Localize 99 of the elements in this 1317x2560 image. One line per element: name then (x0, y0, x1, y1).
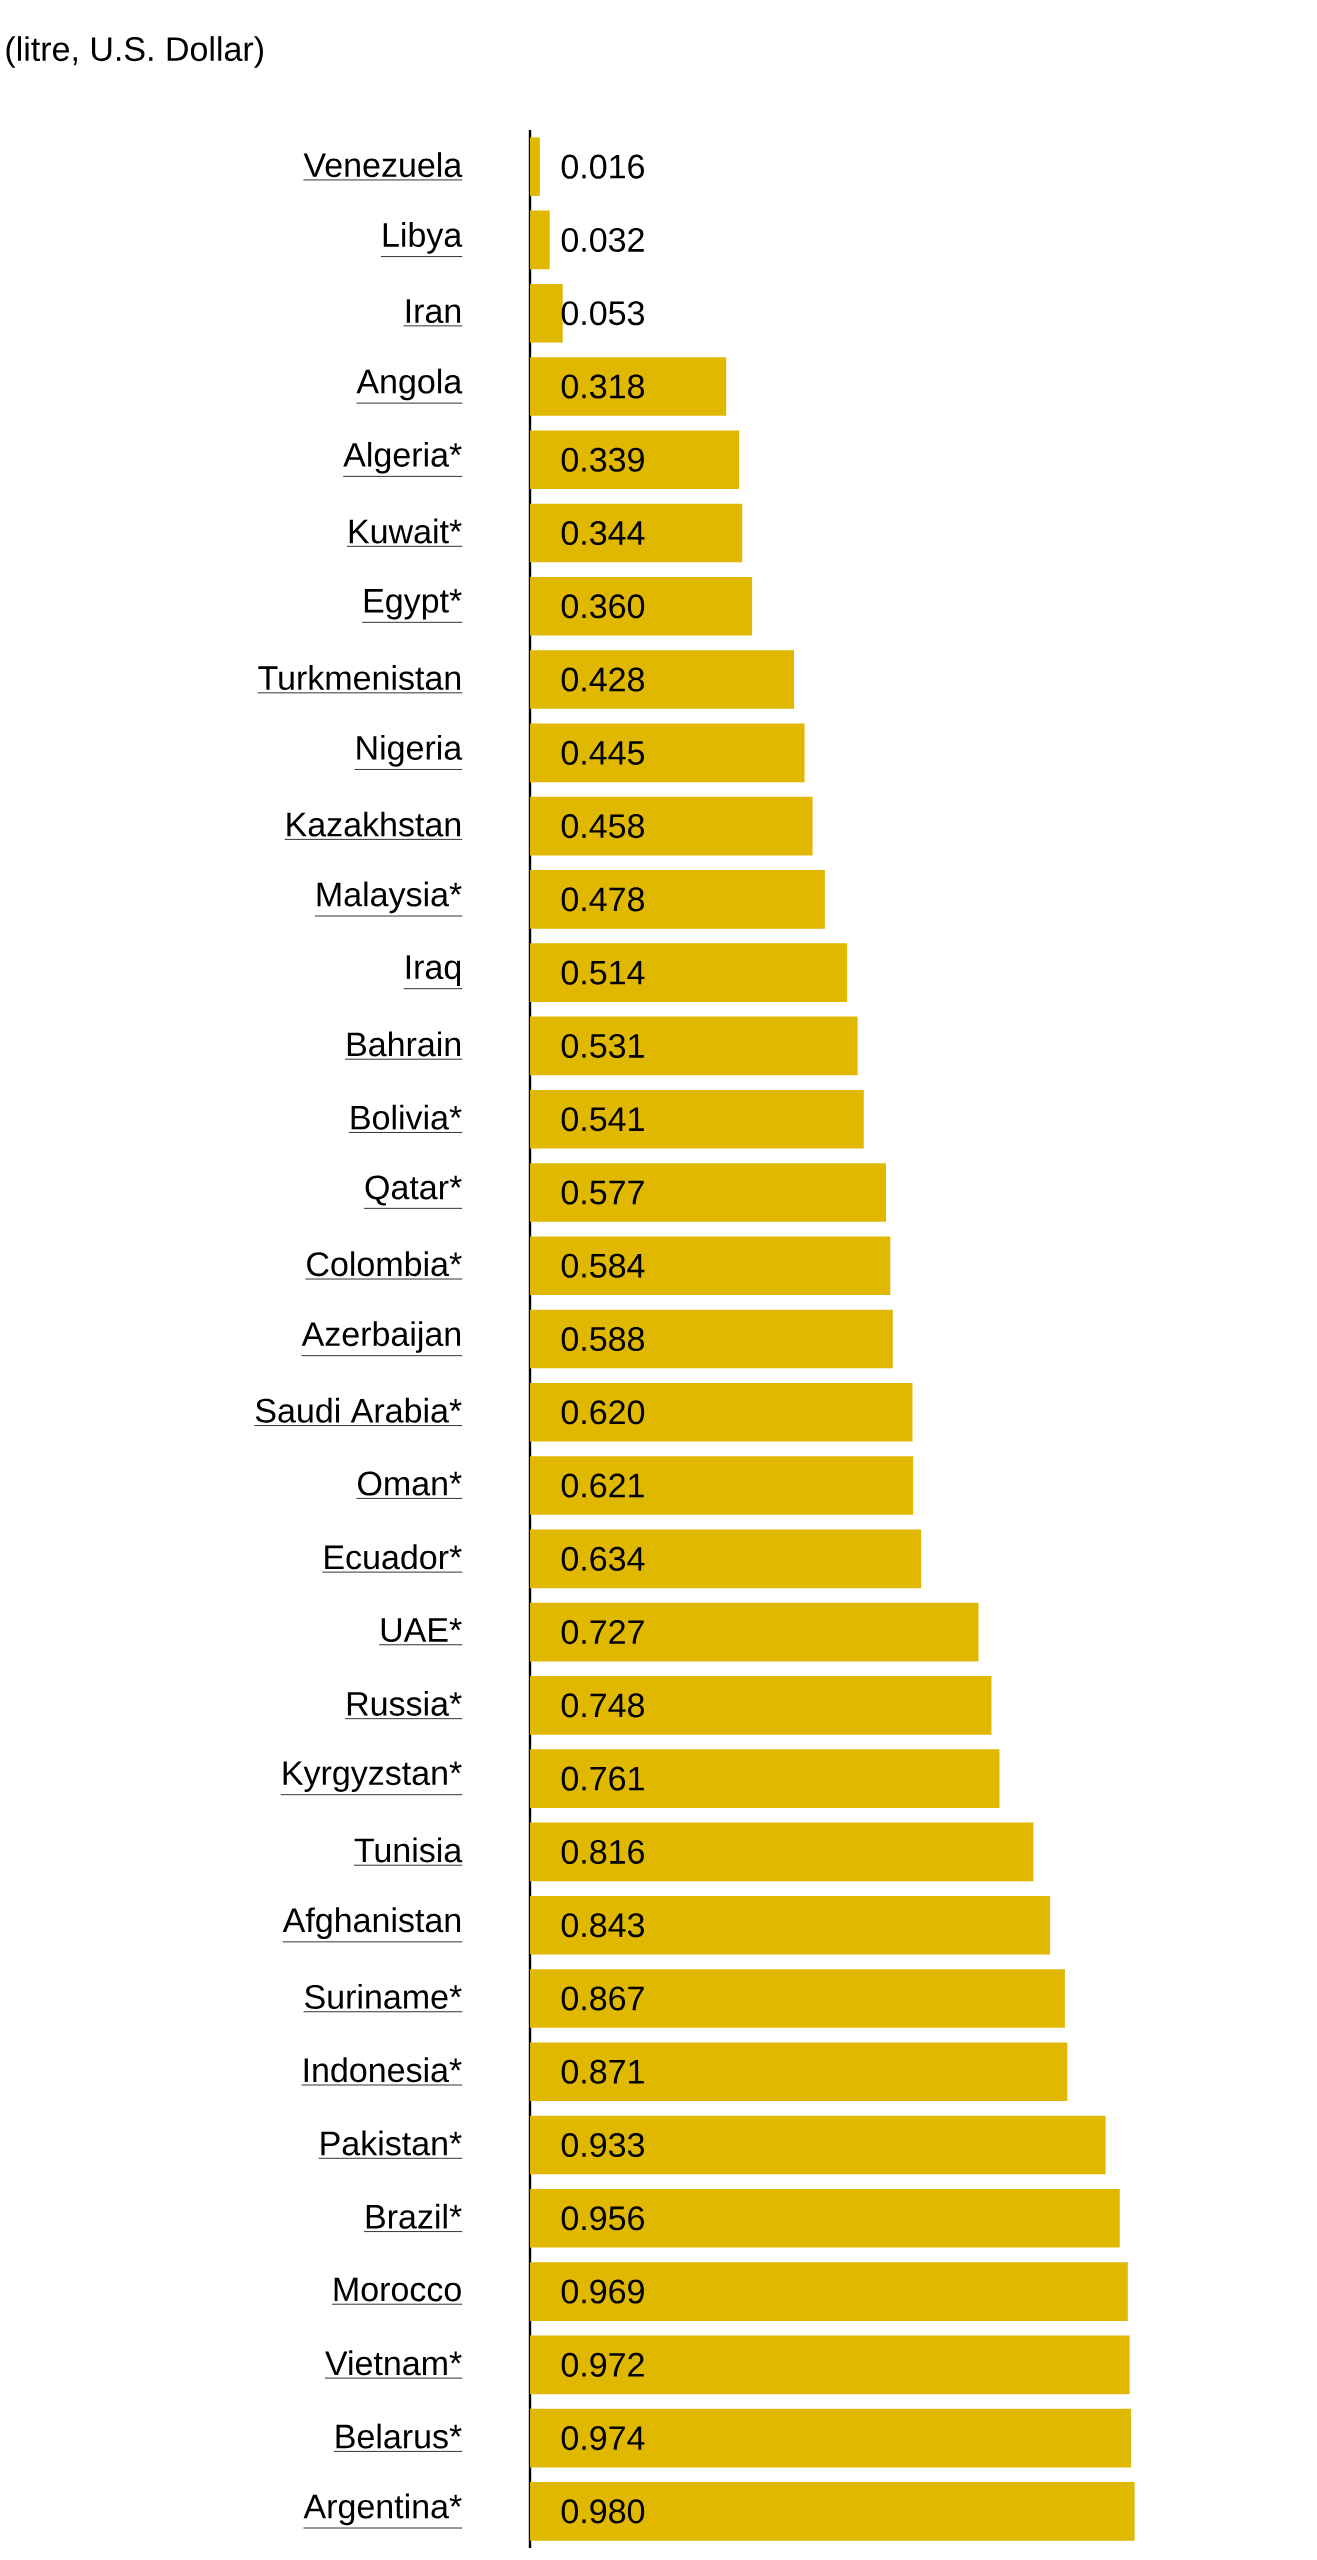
y-tick-label: Brazil* (366, 2203, 462, 2229)
y-tick-label: Bolivia* (351, 1104, 462, 1130)
y-tick-label: Venezuela (303, 152, 463, 178)
y-tick-label: Kazakhstan (287, 811, 461, 837)
y-tick-label: Colombia* (307, 1251, 462, 1277)
data-label: 0.360 (561, 594, 645, 619)
data-label: 0.867 (561, 1986, 644, 2011)
bar (530, 576, 753, 636)
data-label: 0.428 (561, 667, 644, 692)
y-tick-label: Pakistan* (321, 2130, 462, 2156)
bar (530, 2262, 1128, 2321)
data-label: 0.016 (561, 154, 644, 179)
data-label: 0.344 (561, 520, 645, 546)
data-label: 0.514 (561, 960, 645, 985)
bar (530, 1382, 913, 1442)
bar (530, 723, 805, 783)
data-label: 0.541 (561, 1107, 644, 1132)
bar (530, 2482, 1135, 2541)
data-label: 0.980 (561, 2499, 645, 2524)
data-label: 0.956 (561, 2206, 644, 2231)
data-label: 0.634 (561, 1546, 645, 1571)
data-label: 0.969 (561, 2279, 644, 2304)
bar (530, 1309, 893, 1369)
y-tick-label: Vietnam* (325, 2350, 462, 2376)
bar (530, 2188, 1120, 2248)
bar (530, 1895, 1051, 1955)
y-tick-label: Argentina* (303, 2493, 462, 2526)
bar (530, 2042, 1068, 2102)
y-tick-label: Bahrain (347, 1031, 461, 1057)
y-tick-label: Ecuador* (325, 1544, 462, 1570)
bar (530, 357, 727, 416)
bar (530, 283, 563, 343)
bar (530, 2335, 1130, 2395)
y-tick-label: Malaysia* (317, 881, 462, 914)
data-label: 0.621 (561, 1473, 644, 1498)
bar (530, 1749, 1000, 1808)
data-label: 0.620 (561, 1400, 645, 1425)
data-label: 0.748 (561, 1693, 644, 1718)
bar (530, 1163, 886, 1222)
data-label: 0.588 (561, 1326, 644, 1352)
y-tick-label: Morocco (334, 2277, 461, 2302)
y-tick-label: Iran (406, 299, 461, 324)
bar (530, 870, 825, 929)
y-tick-label: Belarus* (336, 2423, 462, 2449)
y-tick-label: Turkmenistan (258, 665, 461, 691)
y-tick-label: Algeria* (343, 441, 462, 474)
data-label: 0.445 (561, 740, 645, 765)
bar (530, 943, 848, 1002)
bar (530, 503, 743, 563)
y-tick-label: Afghanistan (282, 1907, 461, 1940)
y-tick-label: Kuwait* (349, 518, 462, 544)
y-tick-label: Nigeria (357, 735, 463, 767)
data-label: 0.577 (561, 1180, 644, 1205)
y-tick-label: Azerbaijan (301, 1321, 461, 1353)
bar (530, 1016, 858, 1076)
y-tick-label: Saudi Arabia* (255, 1397, 462, 1423)
bar (530, 1236, 891, 1296)
bar (530, 650, 795, 709)
bar (530, 1529, 922, 1589)
bar (530, 1676, 992, 1735)
data-label: 0.339 (561, 447, 644, 472)
data-label: 0.871 (561, 2059, 644, 2084)
bar (530, 137, 540, 196)
data-label: 0.032 (561, 227, 644, 252)
bar (530, 1456, 914, 1515)
y-tick-label: Egypt* (364, 589, 462, 620)
data-label: 0.318 (561, 374, 644, 399)
data-label: 0.584 (561, 1253, 645, 1278)
y-tick-label: Oman* (358, 1471, 462, 1496)
y-tick-label: UAE* (381, 1618, 462, 1642)
y-tick-label: Angola (356, 368, 463, 401)
bar (530, 1822, 1034, 1882)
data-label: 0.972 (561, 2352, 644, 2377)
bar (530, 2115, 1106, 2175)
text: (litre, U.S. Dollar) (6, 36, 263, 68)
bar (530, 1969, 1065, 2028)
bar (530, 2408, 1131, 2468)
y-tick-label: Iraq (406, 955, 461, 986)
data-label: 0.974 (561, 2426, 645, 2451)
bar (530, 796, 813, 856)
y-tick-label: Libya (383, 222, 463, 254)
data-label: 0.761 (561, 1766, 644, 1791)
data-label: 0.843 (561, 1913, 644, 1938)
bar (530, 210, 550, 270)
y-tick-label: Kyrgyzstan* (283, 1761, 462, 1792)
bar (530, 430, 740, 490)
data-label: 0.816 (561, 1839, 644, 1864)
data-label: 0.933 (561, 2132, 644, 2158)
data-label: 0.727 (561, 1620, 644, 1645)
data-label: 0.458 (561, 814, 644, 839)
y-tick-label: Suriname* (305, 1984, 462, 2009)
bar (530, 1602, 979, 1662)
y-tick-label: Indonesia* (304, 2057, 462, 2083)
y-tick-label: Russia* (347, 1690, 462, 1716)
y-tick-label: Tunisia (354, 1837, 463, 1863)
data-label: 0.478 (561, 887, 644, 912)
bar (530, 1089, 864, 1149)
data-label: 0.531 (561, 1033, 644, 1058)
y-tick-label: Qatar* (365, 1175, 462, 1206)
